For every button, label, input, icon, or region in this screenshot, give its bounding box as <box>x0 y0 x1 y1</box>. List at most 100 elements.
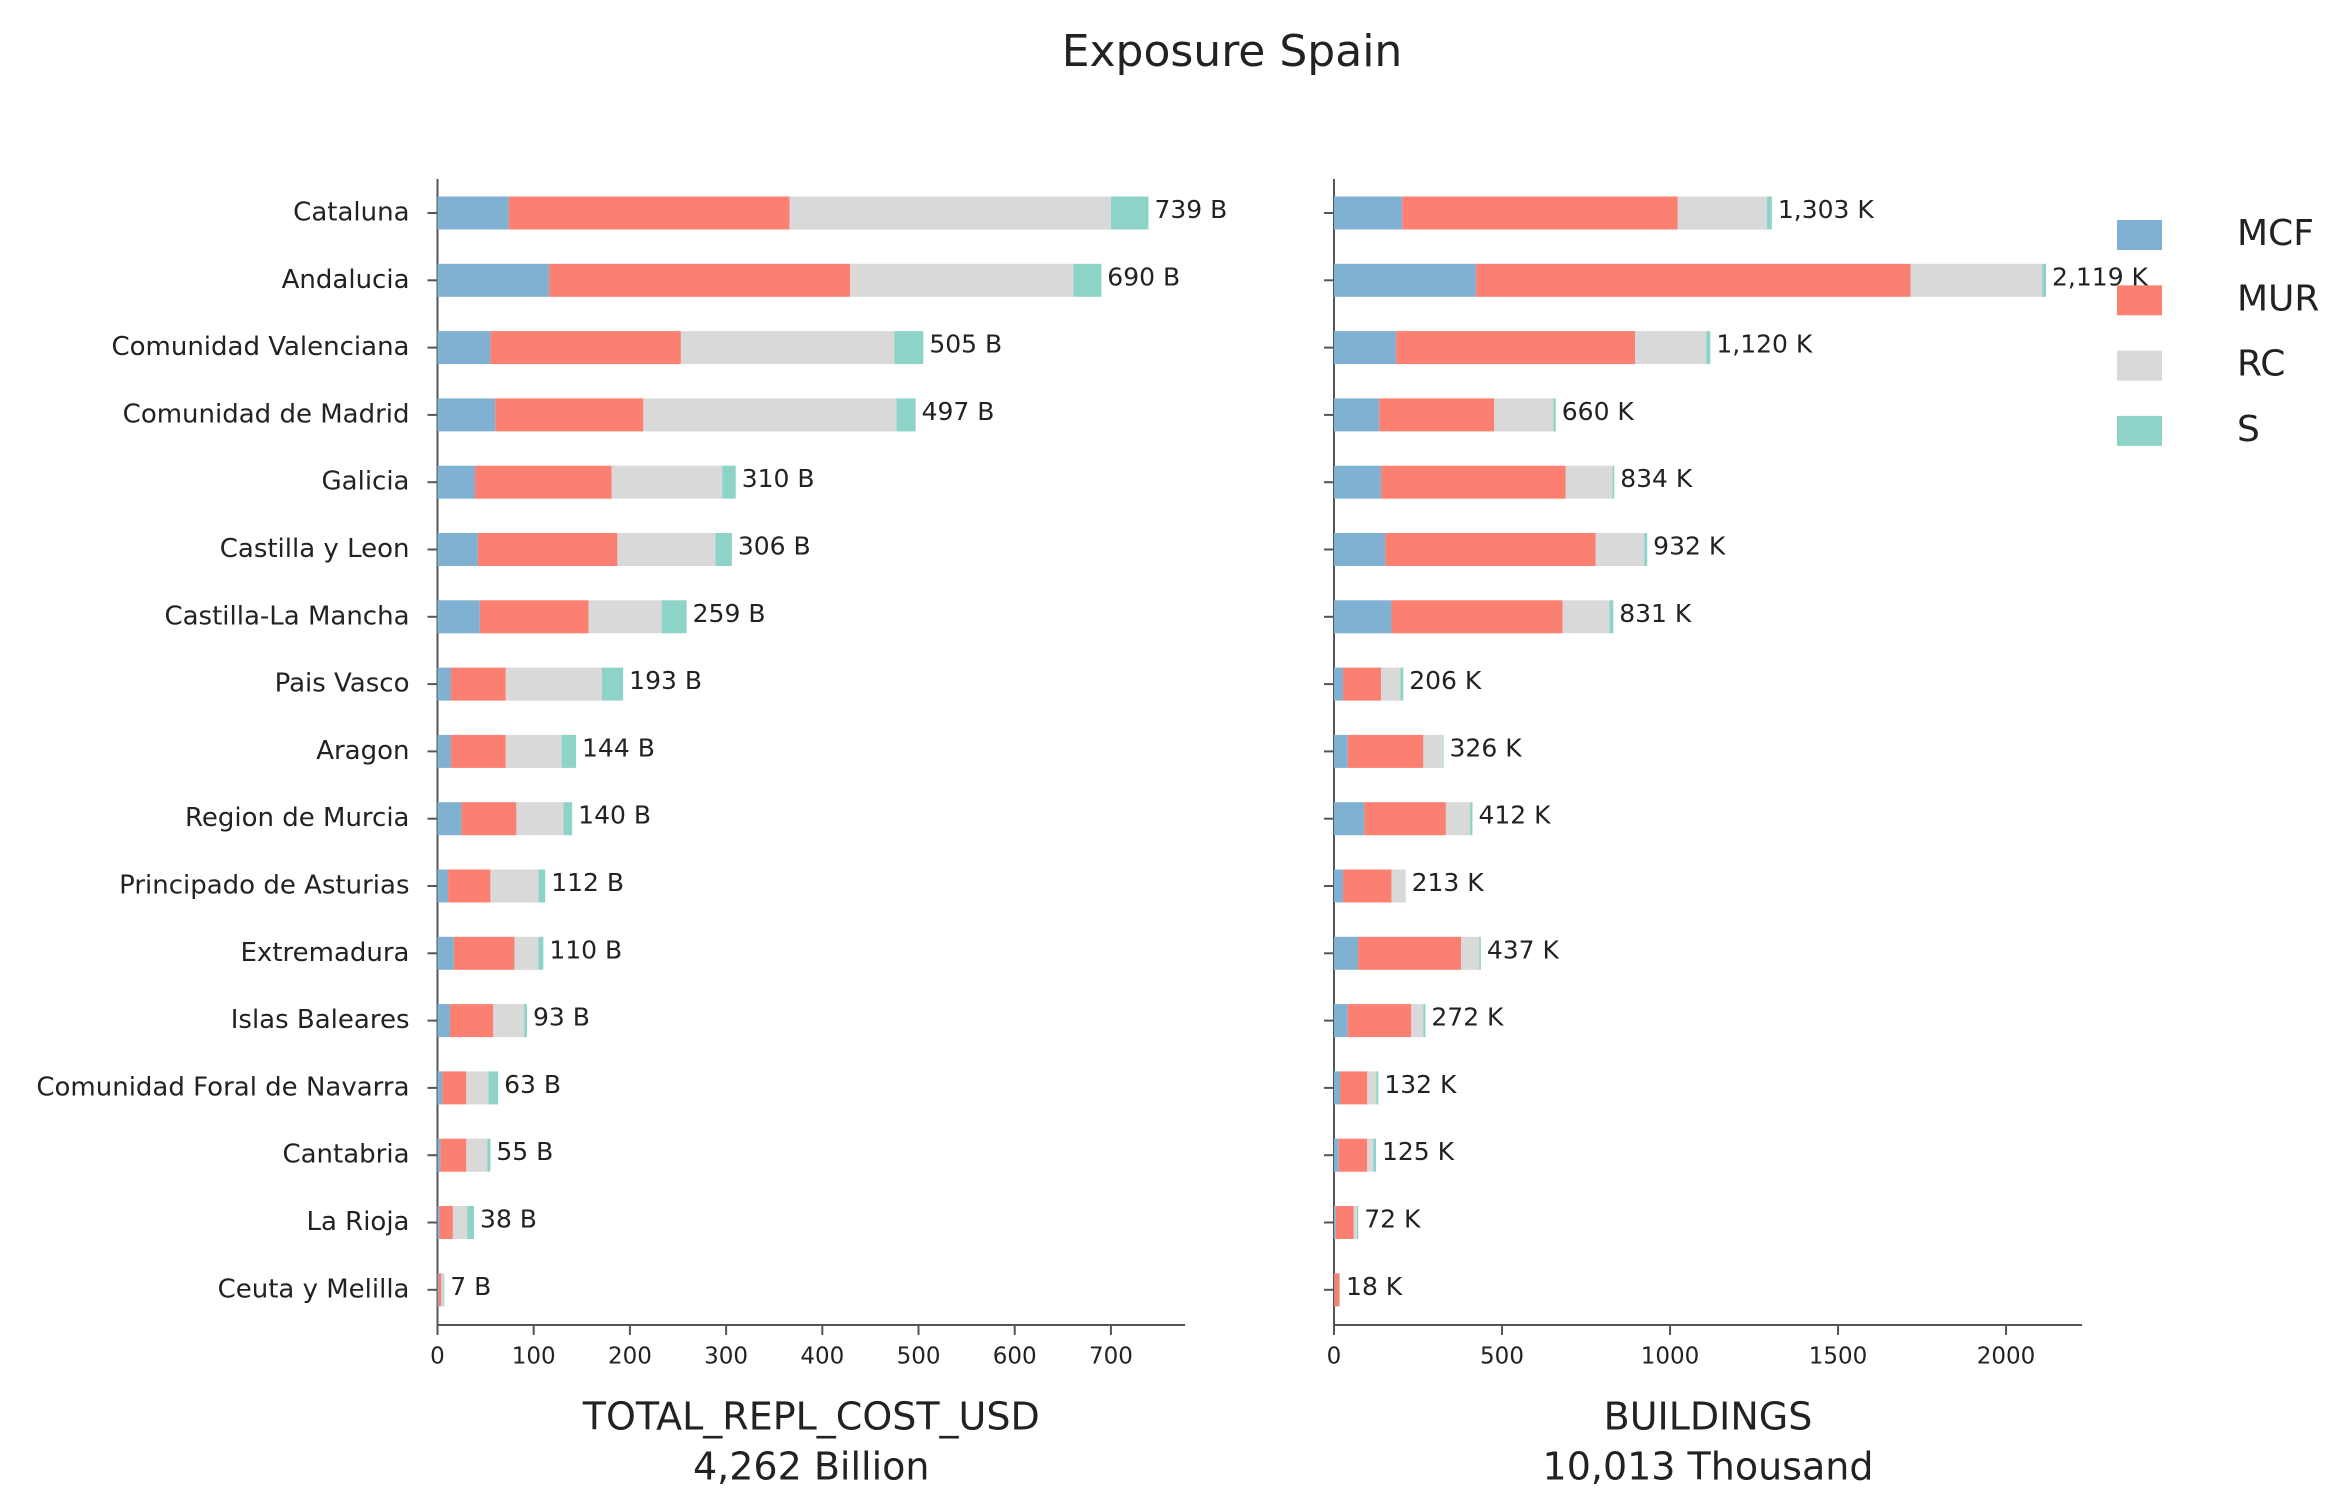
y-tick-label: Galicia <box>322 467 410 497</box>
value-label: 93 B <box>533 1003 590 1032</box>
bar-segment <box>789 196 1111 230</box>
bar-segment <box>563 802 573 836</box>
y-tick-label: Ceuta y Melilla <box>218 1274 410 1304</box>
bar-segment <box>1334 196 1403 230</box>
bar-segment <box>894 331 924 365</box>
bar-segment <box>487 1138 491 1172</box>
bar-segment <box>1334 398 1380 432</box>
bar-segment <box>715 533 732 566</box>
bar-segment <box>437 331 491 365</box>
bar-segment <box>450 667 506 701</box>
y-tick-label: Pais Vasco <box>275 669 410 699</box>
bar-segment <box>1334 1138 1339 1172</box>
bar-segment <box>1334 869 1344 903</box>
legend-label: S <box>2237 409 2260 450</box>
x-axis-label-sub: 4,262 Billion <box>693 1445 930 1489</box>
value-label: 259 B <box>693 599 766 628</box>
bar-segment <box>1461 936 1480 970</box>
y-tick-label: Extremadura <box>241 938 410 968</box>
bar-segment <box>1343 869 1392 903</box>
bar-segment <box>479 600 589 634</box>
bar-segment <box>495 398 644 432</box>
y-tick-label: Comunidad Foral de Navarra <box>36 1072 409 1102</box>
bar-segment <box>437 869 449 903</box>
bar-segment <box>1334 802 1365 836</box>
bar-segment <box>1565 465 1613 499</box>
bar-segment <box>490 331 681 365</box>
bar-segment <box>452 1206 468 1239</box>
bar-segment <box>1612 465 1615 499</box>
value-label: 1,303 K <box>1778 195 1875 224</box>
value-label: 1,120 K <box>1716 330 1813 359</box>
x-tick-label: 0 <box>430 1344 445 1370</box>
x-axis-label: BUILDINGS <box>1604 1395 1813 1439</box>
bar-segment <box>1334 936 1359 970</box>
bar-segment <box>1677 196 1767 230</box>
legend-label: MUR <box>2237 278 2319 319</box>
y-tick-label: Region de Murcia <box>185 803 410 833</box>
y-tick-label: Cantabria <box>282 1140 409 1170</box>
bar-segment <box>1391 869 1406 903</box>
bar-segment <box>1334 465 1382 499</box>
bar-segment <box>1347 1004 1412 1038</box>
bar-segment <box>1479 936 1481 970</box>
value-label: 55 B <box>496 1137 553 1166</box>
bar-segment <box>1334 533 1386 566</box>
bar-segment <box>722 465 736 499</box>
x-tick-label: 1000 <box>1641 1344 1700 1370</box>
bar-segment <box>1334 1206 1336 1239</box>
bar-segment <box>448 869 491 903</box>
bar-segment <box>611 465 723 499</box>
value-label: 206 K <box>1409 666 1482 695</box>
bar-segment <box>1379 398 1495 432</box>
bar-segment <box>1381 465 1566 499</box>
bar-segment <box>437 465 476 499</box>
y-tick-label: Castilla y Leon <box>220 534 410 564</box>
value-label: 412 K <box>1478 801 1551 830</box>
bar-segment <box>1423 734 1443 768</box>
bar-segment <box>437 398 496 432</box>
bar-segment <box>1338 1138 1368 1172</box>
bar-segment <box>661 600 687 634</box>
value-label: 38 B <box>480 1205 537 1234</box>
bar-segment <box>1402 196 1678 230</box>
legend-label: RC <box>2237 344 2285 385</box>
bar-segment <box>1334 331 1397 365</box>
bar-segment <box>1343 667 1382 701</box>
bar-segment <box>1334 1004 1348 1038</box>
value-label: 660 K <box>1562 397 1635 426</box>
value-label: 306 B <box>738 532 811 561</box>
x-tick-label: 1500 <box>1809 1344 1868 1370</box>
bar-segment <box>524 1004 527 1038</box>
legend-swatch <box>2117 285 2162 316</box>
bar-segment <box>1391 600 1563 634</box>
bar-segment <box>516 802 564 836</box>
bar-segment <box>538 936 544 970</box>
x-tick-label: 300 <box>704 1344 748 1370</box>
bar-segment <box>514 936 539 970</box>
bar-segment <box>1347 734 1424 768</box>
x-tick-label: 0 <box>1327 1344 1342 1370</box>
bar-segment <box>437 936 454 970</box>
bar-segment <box>437 533 478 566</box>
bar-segment <box>441 1273 444 1307</box>
bar-segment <box>1445 802 1471 836</box>
bar-segment <box>1334 263 1477 297</box>
bar-segment <box>437 1273 439 1307</box>
bar-segment <box>1609 600 1614 634</box>
bar-segment <box>1367 1071 1377 1105</box>
bar-segment <box>438 1273 442 1307</box>
value-label: 213 K <box>1412 868 1485 897</box>
bar-segment <box>461 802 517 836</box>
value-label: 505 B <box>929 330 1002 359</box>
y-tick-label: Castilla-La Mancha <box>164 601 409 631</box>
y-tick-label: Comunidad Valenciana <box>111 332 409 362</box>
bar-segment <box>1373 1138 1377 1172</box>
bar-segment <box>1411 1004 1424 1038</box>
bar-segment <box>475 465 612 499</box>
bar-segment <box>850 263 1074 297</box>
value-label: 112 B <box>551 868 624 897</box>
bar-segment <box>680 331 895 365</box>
bar-segment <box>437 667 451 701</box>
x-tick-label: 600 <box>993 1344 1037 1370</box>
